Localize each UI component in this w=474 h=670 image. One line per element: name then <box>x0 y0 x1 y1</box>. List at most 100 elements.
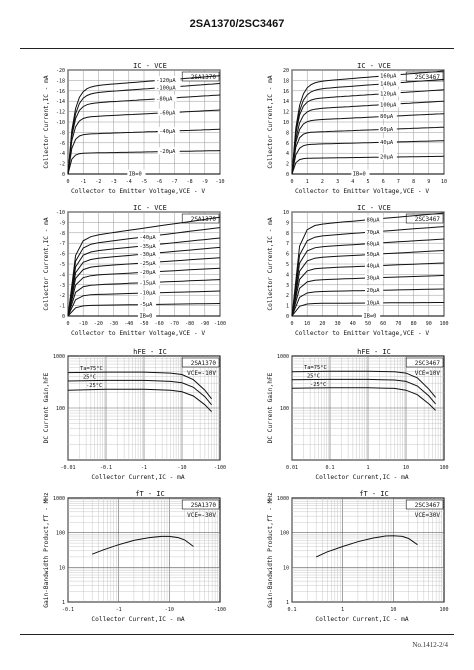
device-label-box <box>181 213 220 224</box>
series-label-bg <box>137 241 160 249</box>
y-tick-label: -2 <box>59 293 65 299</box>
series-label: -80μA <box>156 96 173 102</box>
series-label-bg <box>137 288 160 296</box>
series-label-bg <box>364 227 384 235</box>
series-line <box>67 75 221 175</box>
device-label-box <box>181 357 220 368</box>
series-line <box>291 155 445 175</box>
series-label: IB=0 <box>139 314 152 320</box>
series-label-bg <box>154 94 177 102</box>
y-tick-label: 14 <box>283 99 289 105</box>
x-tick-label: 0.1 <box>325 465 334 471</box>
y-tick-label: 1 <box>62 600 65 606</box>
y-tick-label: 1000 <box>53 496 65 502</box>
series-label: 25°C <box>307 373 320 379</box>
series-label: -20μA <box>159 149 176 155</box>
x-tick-label: 1 <box>366 465 369 471</box>
chart-title: IC - VCE <box>133 62 167 70</box>
y-tick-label: 0 <box>62 314 65 320</box>
series-line <box>92 535 194 555</box>
series-label-bg <box>378 152 397 160</box>
series-label: 20μA <box>366 288 380 294</box>
series-line <box>291 370 436 398</box>
y-axis-label: Collector Current,IC - mA <box>43 75 50 168</box>
x-tick-label: -70 <box>170 321 179 327</box>
y-tick-label: -16 <box>56 89 65 95</box>
footer-page-number: No.1412-2/4 <box>412 641 448 649</box>
series-label: -10μA <box>139 291 156 297</box>
series-label-bg <box>364 239 384 247</box>
x-tick-label: -10 <box>215 179 224 185</box>
series-label-bg <box>378 125 397 133</box>
series-label: -5μA <box>139 302 153 308</box>
y-tick-label: 100 <box>280 531 289 537</box>
condition-label: VCE=10V <box>415 370 441 377</box>
series-label: -100μA <box>156 86 176 92</box>
y-tick-label: 8 <box>286 231 289 237</box>
series-label-bg <box>378 79 401 87</box>
series-label: Ta=75°C <box>80 366 103 372</box>
series-label: IB=0 <box>129 172 142 178</box>
x-tick-label: 1 <box>341 607 344 613</box>
y-axis-label: DC Current Gain,hFE <box>267 372 274 443</box>
device-label: 2SA1370 <box>191 360 217 367</box>
y-tick-label: 4 <box>286 272 289 278</box>
series-label-bg <box>364 298 384 306</box>
y-tick-label: 8 <box>286 130 289 136</box>
x-tick-label: 2 <box>321 179 324 185</box>
series-label: -25°C <box>310 382 326 388</box>
x-tick-label: -90 <box>200 321 209 327</box>
series-label: 30μA <box>366 276 380 282</box>
y-tick-label: -4 <box>59 151 65 157</box>
series-line <box>67 216 221 317</box>
y-tick-label: -4 <box>59 272 65 278</box>
y-tick-label: 6 <box>286 141 289 147</box>
series-label: -40μA <box>159 129 176 135</box>
y-tick-label: 100 <box>56 406 65 412</box>
y-axis-label: Collector Current,IC - mA <box>267 75 274 168</box>
x-tick-label: 80 <box>411 321 417 327</box>
x-tick-label: -0.1 <box>62 607 74 613</box>
chart-title: fT - IC <box>359 490 389 498</box>
series-line <box>67 150 221 175</box>
y-tick-label: 10 <box>283 210 289 216</box>
series-label-bg <box>137 233 160 241</box>
x-tick-label: -0.01 <box>60 465 75 471</box>
series-label: 20μA <box>380 155 394 161</box>
series-label-bg <box>137 311 157 319</box>
series-label-bg <box>378 112 397 120</box>
y-tick-label: 7 <box>286 241 289 247</box>
x-tick-label: 8 <box>412 179 415 185</box>
x-tick-label: 90 <box>426 321 432 327</box>
x-tick-label: -0.1 <box>100 465 112 471</box>
x-tick-label: -100 <box>214 465 226 471</box>
chart-title: IC - VCE <box>357 204 391 212</box>
x-tick-label: -60 <box>155 321 164 327</box>
y-tick-label: -6 <box>59 252 65 258</box>
x-tick-label: -1 <box>80 179 86 185</box>
x-tick-label: 0 <box>66 179 69 185</box>
x-tick-label: 70 <box>395 321 401 327</box>
series-line <box>67 379 212 406</box>
x-tick-label: 9 <box>427 179 430 185</box>
series-line <box>291 378 436 405</box>
y-tick-label: -1 <box>59 304 65 310</box>
series-label: 25°C <box>83 374 96 380</box>
x-axis-label: Collector to Emitter Voltage,VCE - V <box>295 188 429 195</box>
x-axis-label: Collector to Emitter Voltage,VCE - V <box>295 330 429 337</box>
x-tick-label: 3 <box>336 179 339 185</box>
x-tick-label: -5 <box>141 179 147 185</box>
device-label: 2SC3467 <box>415 74 441 81</box>
series-line <box>67 128 221 175</box>
x-tick-label: -2 <box>95 179 101 185</box>
y-tick-label: 0 <box>286 172 289 178</box>
x-tick-label: 6 <box>382 179 385 185</box>
series-line <box>291 78 445 175</box>
series-line <box>67 83 221 175</box>
series-label-bg <box>378 137 397 145</box>
y-tick-label: 5 <box>286 262 289 268</box>
series-label-bg <box>351 169 370 177</box>
series-line <box>291 100 445 175</box>
